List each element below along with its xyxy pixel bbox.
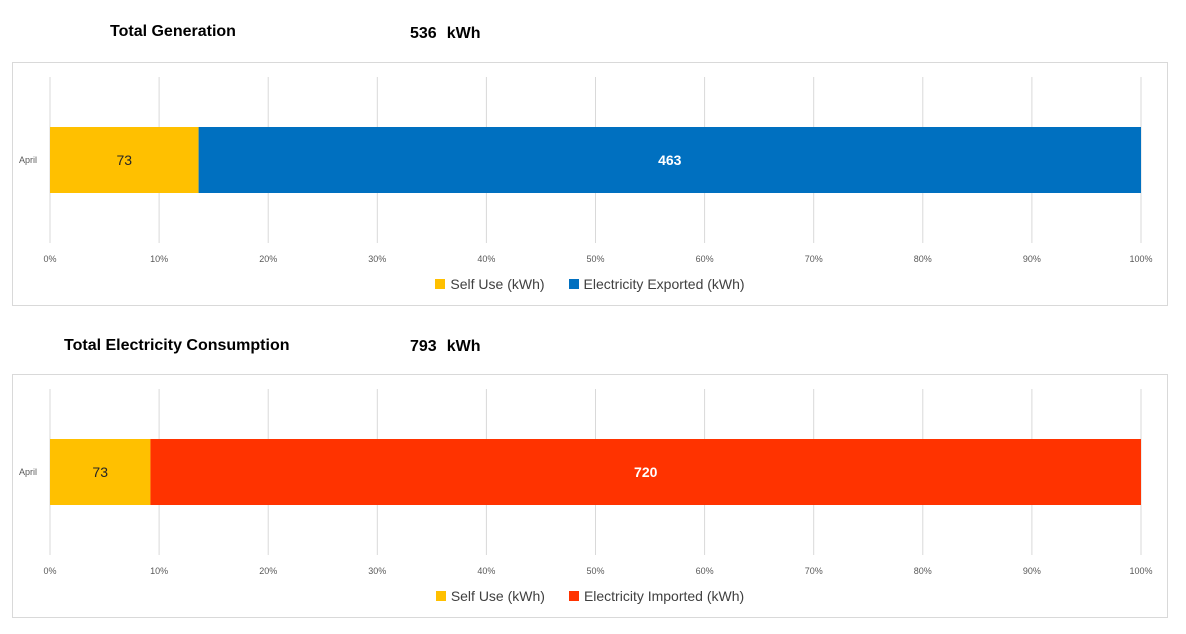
x-tick-label: 30% [368,254,386,264]
consumption-chart: 0% 10% 20% 30% 40% 50% 60% 70% 80% 90% 100% April 73… [12,374,1168,618]
bar-segment [50,127,199,193]
x-tick-label: 80% [914,254,932,264]
generation-title: Total Generation [110,23,236,40]
consumption-chart-plot: 0% 10% 20% 30% 40% 50% 60% 70% 80% 90% 100% April 73… [19,389,1153,576]
consumption-total-value: 793 [410,338,437,355]
bar-segment [150,439,1141,505]
legend-label-exported: Electricity Exported (kWh) [583,276,745,292]
legend-item-self-use: Self Use (kWh) [435,588,545,604]
x-tick-label: 40% [477,566,495,576]
consumption-total-unit: kWh [446,338,481,355]
data-label: 73 [92,464,108,480]
legend-label-self-use: Self Use (kWh) [450,276,545,292]
x-tick-label: 100% [1129,566,1152,576]
consumption-title: Total Electricity Consumption [64,337,290,354]
x-tick-label: 0% [43,254,56,264]
x-tick-label: 40% [477,254,495,264]
x-tick-label: 20% [259,566,277,576]
generation-total-unit: kWh [446,25,481,42]
generation-legend: Self Use (kWh) Electricity Exported (kWh… [13,276,1167,292]
legend-label-imported: Electricity Imported (kWh) [583,588,745,604]
x-tick-label: 70% [805,566,823,576]
data-label: 463 [658,152,682,168]
x-tick-label: 0% [43,566,56,576]
x-tick-label: 60% [696,254,714,264]
x-tick-label: 90% [1023,566,1041,576]
category-label: April [19,155,37,165]
legend-swatch-imported [568,591,579,601]
bar-segment [198,127,1141,193]
generation-chart-plot: 0% 10% 20% 30% 40% 50% 60% 70% 80% 90% 100% April 73… [19,77,1153,264]
legend-item-imported: Electricity Imported (kWh) [568,588,745,604]
x-tick-label: 50% [586,566,604,576]
legend-item-self-use: Self Use (kWh) [435,276,545,292]
data-label: 720 [634,464,658,480]
generation-chart: 0% 10% 20% 30% 40% 50% 60% 70% 80% 90% 100% April 73… [12,62,1168,306]
x-tick-label: 30% [368,566,386,576]
data-label: 73 [117,152,133,168]
x-tick-label: 50% [586,254,604,264]
legend-label-self-use: Self Use (kWh) [450,588,545,604]
legend-swatch-self-use [435,591,446,601]
generation-total-value: 536 [410,25,437,42]
x-tick-label: 60% [696,566,714,576]
bar-segment [50,439,151,505]
legend-swatch-self-use [435,279,446,289]
x-tick-label: 80% [914,566,932,576]
x-tick-label: 100% [1129,254,1152,264]
x-tick-label: 70% [805,254,823,264]
legend-item-exported: Electricity Exported (kWh) [568,276,745,292]
x-tick-label: 20% [259,254,277,264]
category-label: April [19,467,37,477]
x-tick-label: 90% [1023,254,1041,264]
generation-total: 536 kWh [410,25,480,43]
x-tick-label: 10% [150,254,168,264]
consumption-legend: Self Use (kWh) Electricity Imported (kWh… [13,588,1167,604]
x-tick-label: 10% [150,566,168,576]
consumption-total: 793 kWh [410,338,480,356]
legend-swatch-exported [568,279,579,289]
